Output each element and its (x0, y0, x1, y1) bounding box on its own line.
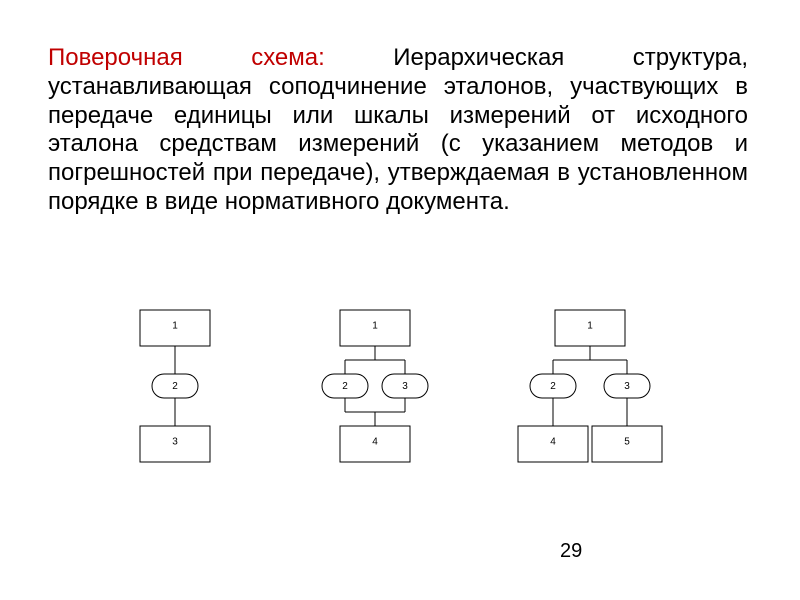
definition-paragraph: Поверочная схема: Иерархическая структур… (48, 44, 748, 217)
svg-text:3: 3 (624, 381, 630, 392)
svg-text:3: 3 (172, 436, 178, 447)
svg-text:2: 2 (550, 381, 556, 392)
svg-text:5: 5 (624, 436, 630, 447)
svg-text:2: 2 (172, 381, 178, 392)
svg-text:3: 3 (402, 381, 408, 392)
hierarchy-diagrams: 1 2 3 1 2 3 4 1 2 3 4 5 (0, 300, 800, 520)
svg-text:4: 4 (550, 436, 556, 447)
term-title: Поверочная схема: (48, 44, 393, 71)
svg-text:1: 1 (372, 320, 378, 331)
svg-text:1: 1 (587, 320, 593, 331)
svg-text:4: 4 (372, 436, 378, 447)
svg-text:2: 2 (342, 381, 348, 392)
svg-text:1: 1 (172, 320, 178, 331)
page-number: 29 (560, 540, 582, 563)
